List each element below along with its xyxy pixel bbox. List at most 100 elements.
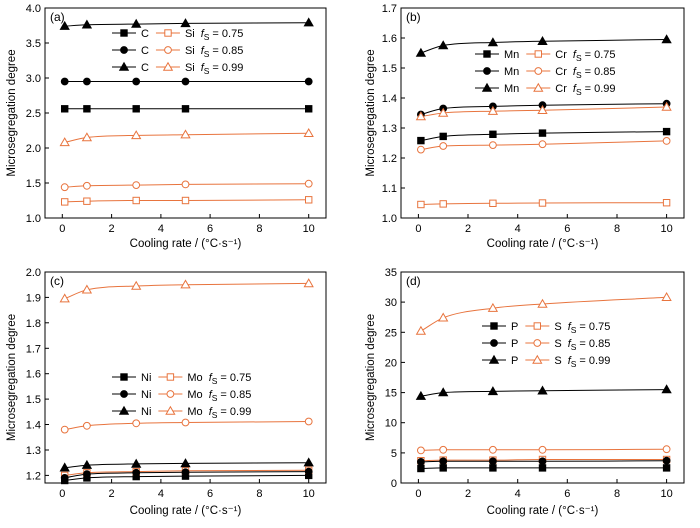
- data-point: [439, 457, 448, 466]
- x-tick-label: 6: [564, 488, 570, 500]
- y-axis-label: Microsegregation degree: [6, 314, 18, 441]
- legend-fraction-label: fS = 0.75: [573, 49, 616, 63]
- legend-series-label: Mo: [187, 406, 202, 418]
- series-line-p-3: [420, 389, 667, 397]
- data-point: [81, 132, 93, 142]
- legend-marker: [164, 46, 172, 54]
- legend-fraction-label: fS = 0.85: [573, 66, 616, 80]
- y-tick-label: 3.0: [26, 73, 41, 85]
- series-line-cr-2: [420, 140, 667, 151]
- legend: C Si fS = 0.75C Si fS = 0.85C Si fS = 0.99: [112, 28, 243, 76]
- data-point: [489, 445, 497, 454]
- y-tick-label: 15: [385, 388, 397, 400]
- fraction-subscript: S: [576, 53, 582, 63]
- legend-series-label: S: [554, 321, 561, 333]
- panel-label: (a): [50, 10, 65, 24]
- data-point: [417, 464, 425, 473]
- data-point: [59, 462, 70, 472]
- y-tick-label: 2.0: [26, 267, 41, 279]
- fraction-subscript: S: [212, 376, 218, 386]
- y-tick-label: 1.4: [26, 420, 41, 432]
- data-point: [415, 47, 427, 57]
- legend-marker: [532, 354, 543, 364]
- y-tick-label: 1.5: [26, 178, 41, 190]
- data-point: [180, 458, 191, 468]
- legend-marker: [120, 390, 128, 398]
- legend: Ni Mo fS = 0.75 Ni Mo fS = 0.85 Ni Mo fS = 0.99: [112, 372, 251, 420]
- data-point: [131, 130, 142, 140]
- data-point: [83, 470, 91, 479]
- legend-row: Ni Mo fS = 0.85: [112, 389, 251, 403]
- data-point: [417, 145, 425, 154]
- x-tick-label: 0: [59, 223, 65, 235]
- x-tick-label: 4: [158, 488, 164, 500]
- data-point: [662, 127, 671, 136]
- series-line-si-2: [64, 183, 309, 188]
- data-point: [417, 200, 425, 209]
- y-tick-label: 1.0: [382, 213, 397, 225]
- data-point: [438, 107, 449, 117]
- panel-d: 0 2 4 6 8 10 0 5 10 15 20 25 30 35 Cooling rate / (°C·…: [365, 267, 685, 517]
- fraction-value: = 0.99: [212, 62, 243, 74]
- data-point: [83, 421, 91, 430]
- fraction-value: = 0.85: [220, 389, 251, 401]
- data-point: [132, 181, 141, 190]
- data-point: [303, 457, 314, 467]
- data-point: [303, 127, 314, 137]
- axes-frame: [44, 271, 327, 484]
- legend-fraction-label: fS = 0.75: [568, 321, 611, 335]
- data-point: [305, 105, 313, 113]
- legend-marker: [488, 354, 500, 364]
- legend-marker: [533, 82, 544, 92]
- data-point: [83, 181, 91, 190]
- series-line-cr-3: [420, 106, 667, 118]
- legend-series-label: Cr: [555, 83, 567, 95]
- series-line-ni-3: [64, 462, 309, 469]
- data-point: [415, 325, 427, 335]
- fraction-value: = 0.85: [585, 66, 616, 78]
- data-points: [415, 34, 672, 209]
- fraction-value: = 0.75: [579, 321, 610, 333]
- series-line-ni-2: [64, 471, 309, 479]
- data-point: [181, 180, 190, 189]
- data-point: [81, 284, 93, 294]
- x-tick-label: 8: [256, 223, 262, 235]
- fraction-symbol: f: [573, 66, 577, 78]
- x-tick-label: 0: [59, 488, 65, 500]
- fraction-value: = 0.85: [579, 338, 610, 350]
- data-point: [538, 140, 547, 149]
- data-point: [538, 445, 547, 454]
- fraction-subscript: S: [212, 393, 218, 403]
- data-point: [303, 17, 314, 27]
- legend-marker: [118, 405, 130, 415]
- data-point: [180, 279, 191, 289]
- legend-marker: [165, 405, 176, 415]
- fraction-value: = 0.99: [220, 406, 251, 418]
- series-line-si-3: [64, 132, 309, 143]
- y-axis-label: Microsegregation degree: [365, 49, 377, 176]
- y-tick-label: 10: [385, 418, 397, 430]
- x-tick-label: 0: [415, 223, 421, 235]
- panel-b: 0 2 4 6 8 10 1.0 1.1 1.2 1.3 1.4 1.5 1.6 1.7 Cooling r…: [365, 3, 685, 250]
- x-tick-label: 10: [660, 223, 672, 235]
- legend-series-label: P: [511, 321, 518, 333]
- legend-row: Ni Mo fS = 0.75: [112, 372, 251, 386]
- legend-marker: [164, 29, 172, 37]
- data-point: [417, 136, 425, 145]
- legend-fraction-label: fS = 0.99: [209, 406, 252, 420]
- data-point: [538, 457, 547, 466]
- data-point: [661, 384, 672, 394]
- data-point: [59, 20, 70, 30]
- fraction-value: = 0.99: [585, 83, 616, 95]
- legend-marker: [533, 322, 541, 330]
- legend-series-label: Ni: [141, 406, 151, 418]
- y-axis-label: Microsegregation degree: [365, 314, 377, 441]
- x-tick-label: 6: [207, 488, 213, 500]
- fraction-subscript: S: [204, 66, 210, 76]
- series-lines: [64, 22, 309, 203]
- data-point: [83, 77, 91, 86]
- series-line-p-2: [420, 460, 667, 463]
